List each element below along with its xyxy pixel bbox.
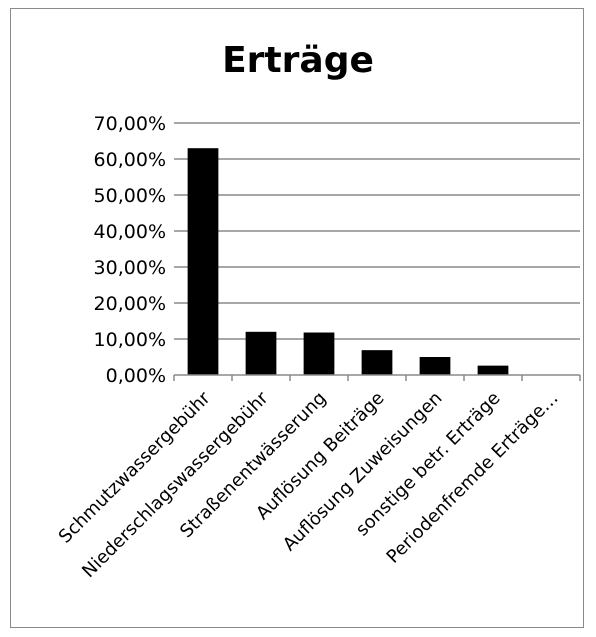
y-tick-label: 20,00% [94,293,166,315]
y-axis-tick-labels: 0,00% 10,00% 20,00% 30,00% 40,00% 50,00% 60,00… [94,113,166,387]
x-axis [173,374,581,381]
y-tick-label: 60,00% [94,149,166,171]
y-tick-label: 10,00% [94,329,166,351]
y-tick-label: 0,00% [106,365,166,387]
bar [477,365,509,375]
bar [419,357,451,375]
bars [187,148,509,375]
x-axis-category-labels: SchmutzwassergebührNiederschlagswasserge… [55,387,563,582]
bar [361,350,393,375]
chart-frame [10,8,584,628]
bar [245,331,277,375]
chart-title: Erträge [222,40,374,81]
bar [303,332,335,375]
y-tick-label: 40,00% [94,221,166,243]
y-tick-label: 30,00% [94,257,166,279]
bar [187,148,219,375]
y-tick-label: 70,00% [94,113,166,135]
y-tick-label: 50,00% [94,185,166,207]
gridlines [174,122,580,340]
